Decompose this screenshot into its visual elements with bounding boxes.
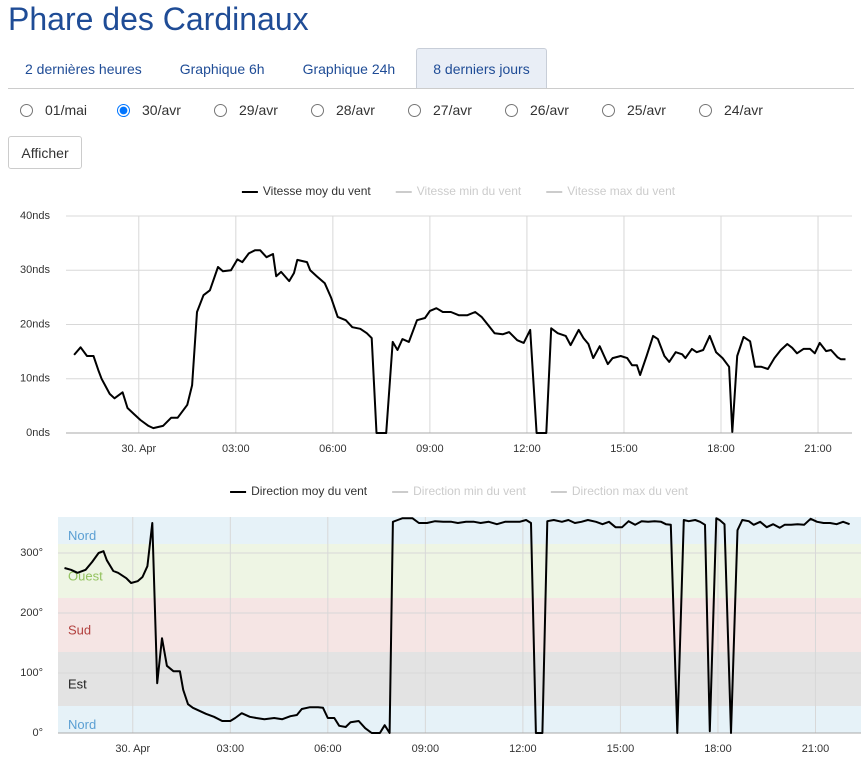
date-label: 24/avr [724, 102, 763, 118]
x-tick-label: 03:00 [222, 443, 250, 455]
y-tick-label: 10nds [20, 373, 50, 385]
radio[interactable] [602, 103, 615, 117]
legend-label: Vitesse max du vent [567, 184, 676, 198]
tab[interactable]: Graphique 24h [302, 61, 396, 77]
x-tick-label: 12:00 [509, 743, 537, 755]
date-label: 26/avr [530, 102, 569, 118]
plot-band [58, 652, 861, 706]
x-tick-label: 30. Apr [115, 743, 150, 755]
date-option[interactable]: 29/avr [214, 100, 311, 120]
radio[interactable] [311, 103, 324, 117]
submit-button[interactable]: Afficher [8, 136, 82, 169]
date-label: 25/avr [627, 102, 666, 118]
x-tick-label: 06:00 [319, 443, 347, 455]
tab[interactable]: Graphique 6h [179, 61, 265, 77]
date-option[interactable]: 26/avr [505, 100, 602, 120]
date-option[interactable]: 24/avr [699, 100, 796, 120]
x-tick-label: 18:00 [704, 743, 732, 755]
date-option[interactable]: 01/mai [20, 100, 117, 120]
y-tick-label: 300° [20, 547, 43, 559]
page-title: Phare des Cardinaux [8, 1, 309, 37]
legend-label: Direction min du vent [413, 484, 526, 498]
x-tick-label: 03:00 [217, 743, 245, 755]
tab-bar: 2 dernières heures Graphique 6h Graphique … [8, 48, 854, 89]
band-label: Est [68, 676, 87, 691]
date-option[interactable]: 27/avr [408, 100, 505, 120]
x-tick-label: 30. Apr [121, 443, 156, 455]
radio[interactable] [505, 103, 518, 117]
plot-band [58, 598, 861, 652]
radio[interactable] [214, 103, 227, 117]
band-label: Nord [68, 528, 96, 543]
tab[interactable]: 8 derniers jours [416, 48, 547, 88]
date-label: 27/avr [433, 102, 472, 118]
legend-label: Direction moy du vent [251, 484, 368, 498]
date-label: 29/avr [239, 102, 278, 118]
x-tick-label: 21:00 [804, 443, 832, 455]
legend-label: Direction max du vent [572, 484, 689, 498]
y-tick-label: 200° [20, 607, 43, 619]
radio[interactable] [699, 103, 712, 117]
radio[interactable] [117, 103, 130, 117]
legend-label: Vitesse moy du vent [263, 184, 372, 198]
tab[interactable]: 2 dernières heures [25, 61, 142, 77]
x-tick-label: 06:00 [314, 743, 342, 755]
x-tick-label: 09:00 [416, 443, 444, 455]
radio[interactable] [20, 103, 33, 117]
radio[interactable] [408, 103, 421, 117]
date-selector: 01/mai 30/avr 29/avr 28/avr 27/avr 26/avr 25/a… [20, 100, 796, 120]
date-label: 30/avr [142, 102, 181, 118]
x-tick-label: 12:00 [513, 443, 541, 455]
y-tick-label: 20nds [20, 318, 50, 330]
plot-band [58, 517, 861, 544]
date-option[interactable]: 28/avr [311, 100, 408, 120]
x-tick-label: 18:00 [707, 443, 735, 455]
data-line [64, 517, 850, 734]
y-tick-label: 40nds [20, 210, 50, 222]
date-label: 01/mai [45, 102, 88, 118]
y-tick-label: 0nds [26, 427, 50, 439]
band-label: Nord [68, 717, 96, 732]
legend-label: Vitesse min du vent [417, 184, 522, 198]
x-tick-label: 21:00 [802, 743, 830, 755]
x-tick-label: 15:00 [610, 443, 638, 455]
plot-band [58, 544, 861, 598]
date-option[interactable]: 25/avr [602, 100, 699, 120]
date-label: 28/avr [336, 102, 375, 118]
plot-band [58, 706, 861, 733]
date-option[interactable]: 30/avr [117, 100, 214, 120]
band-label: Sud [68, 622, 91, 637]
y-tick-label: 0° [32, 727, 43, 739]
x-tick-label: 09:00 [412, 743, 440, 755]
data-line [73, 249, 846, 434]
x-tick-label: 15:00 [607, 743, 635, 755]
y-tick-label: 30nds [20, 264, 50, 276]
y-tick-label: 100° [20, 667, 43, 679]
